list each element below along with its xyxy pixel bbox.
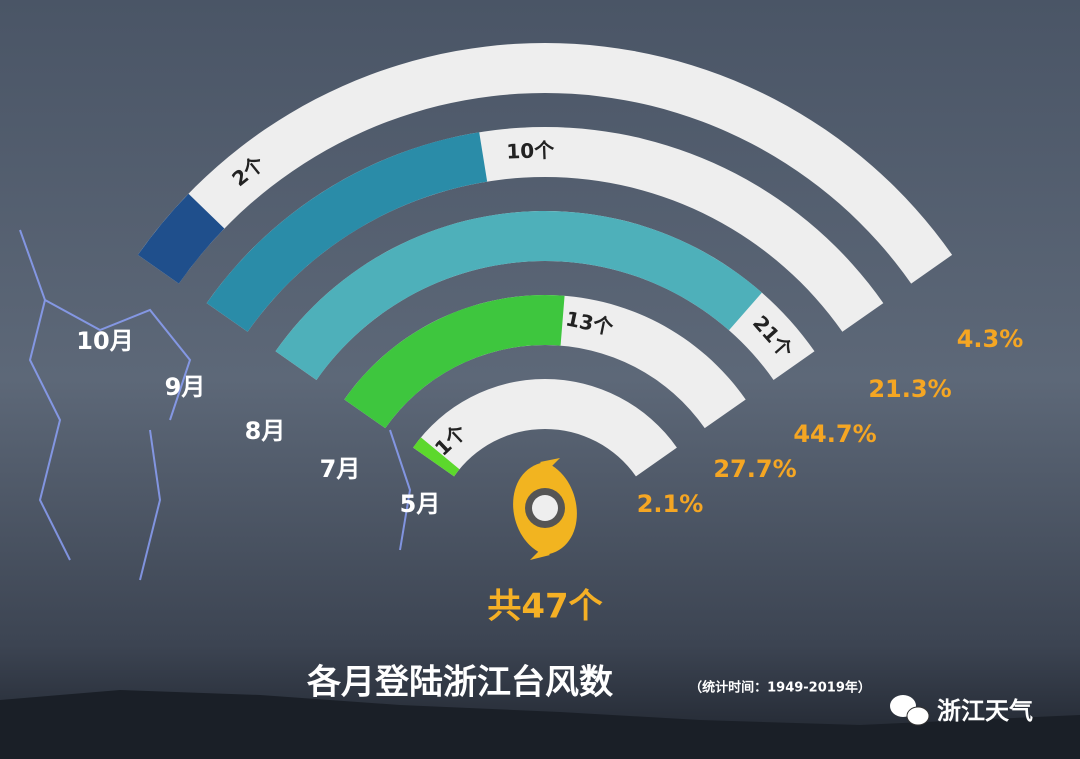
bar bbox=[344, 295, 565, 429]
category-label: 7月 bbox=[320, 455, 361, 483]
cyclone-icon bbox=[513, 458, 577, 560]
chart-title: 各月登陆浙江台风数 bbox=[307, 663, 613, 703]
category-label: 8月 bbox=[245, 417, 286, 445]
brand: 浙江天气 bbox=[937, 697, 1033, 725]
bar bbox=[275, 211, 762, 380]
share-label: 44.7% bbox=[793, 420, 876, 448]
share-label: 27.7% bbox=[713, 455, 796, 483]
total: 共47个 bbox=[487, 587, 602, 627]
share-label: 2.1% bbox=[637, 490, 704, 518]
hills bbox=[0, 690, 1080, 759]
bar bbox=[206, 132, 488, 332]
category-label: 10月 bbox=[76, 327, 133, 355]
bar bbox=[137, 193, 225, 284]
share-label: 21.3% bbox=[868, 375, 951, 403]
share-label: 4.3% bbox=[957, 325, 1024, 353]
brand-icon bbox=[890, 695, 930, 726]
bar bbox=[413, 437, 460, 477]
category-label: 9月 bbox=[165, 373, 206, 401]
value-label: 10个 bbox=[506, 138, 556, 164]
subtitle: （统计时间：1949-2019年） bbox=[689, 680, 871, 696]
track bbox=[137, 43, 953, 284]
category-label: 5月 bbox=[400, 490, 441, 518]
track bbox=[413, 379, 677, 477]
lightning bbox=[19, 229, 412, 581]
